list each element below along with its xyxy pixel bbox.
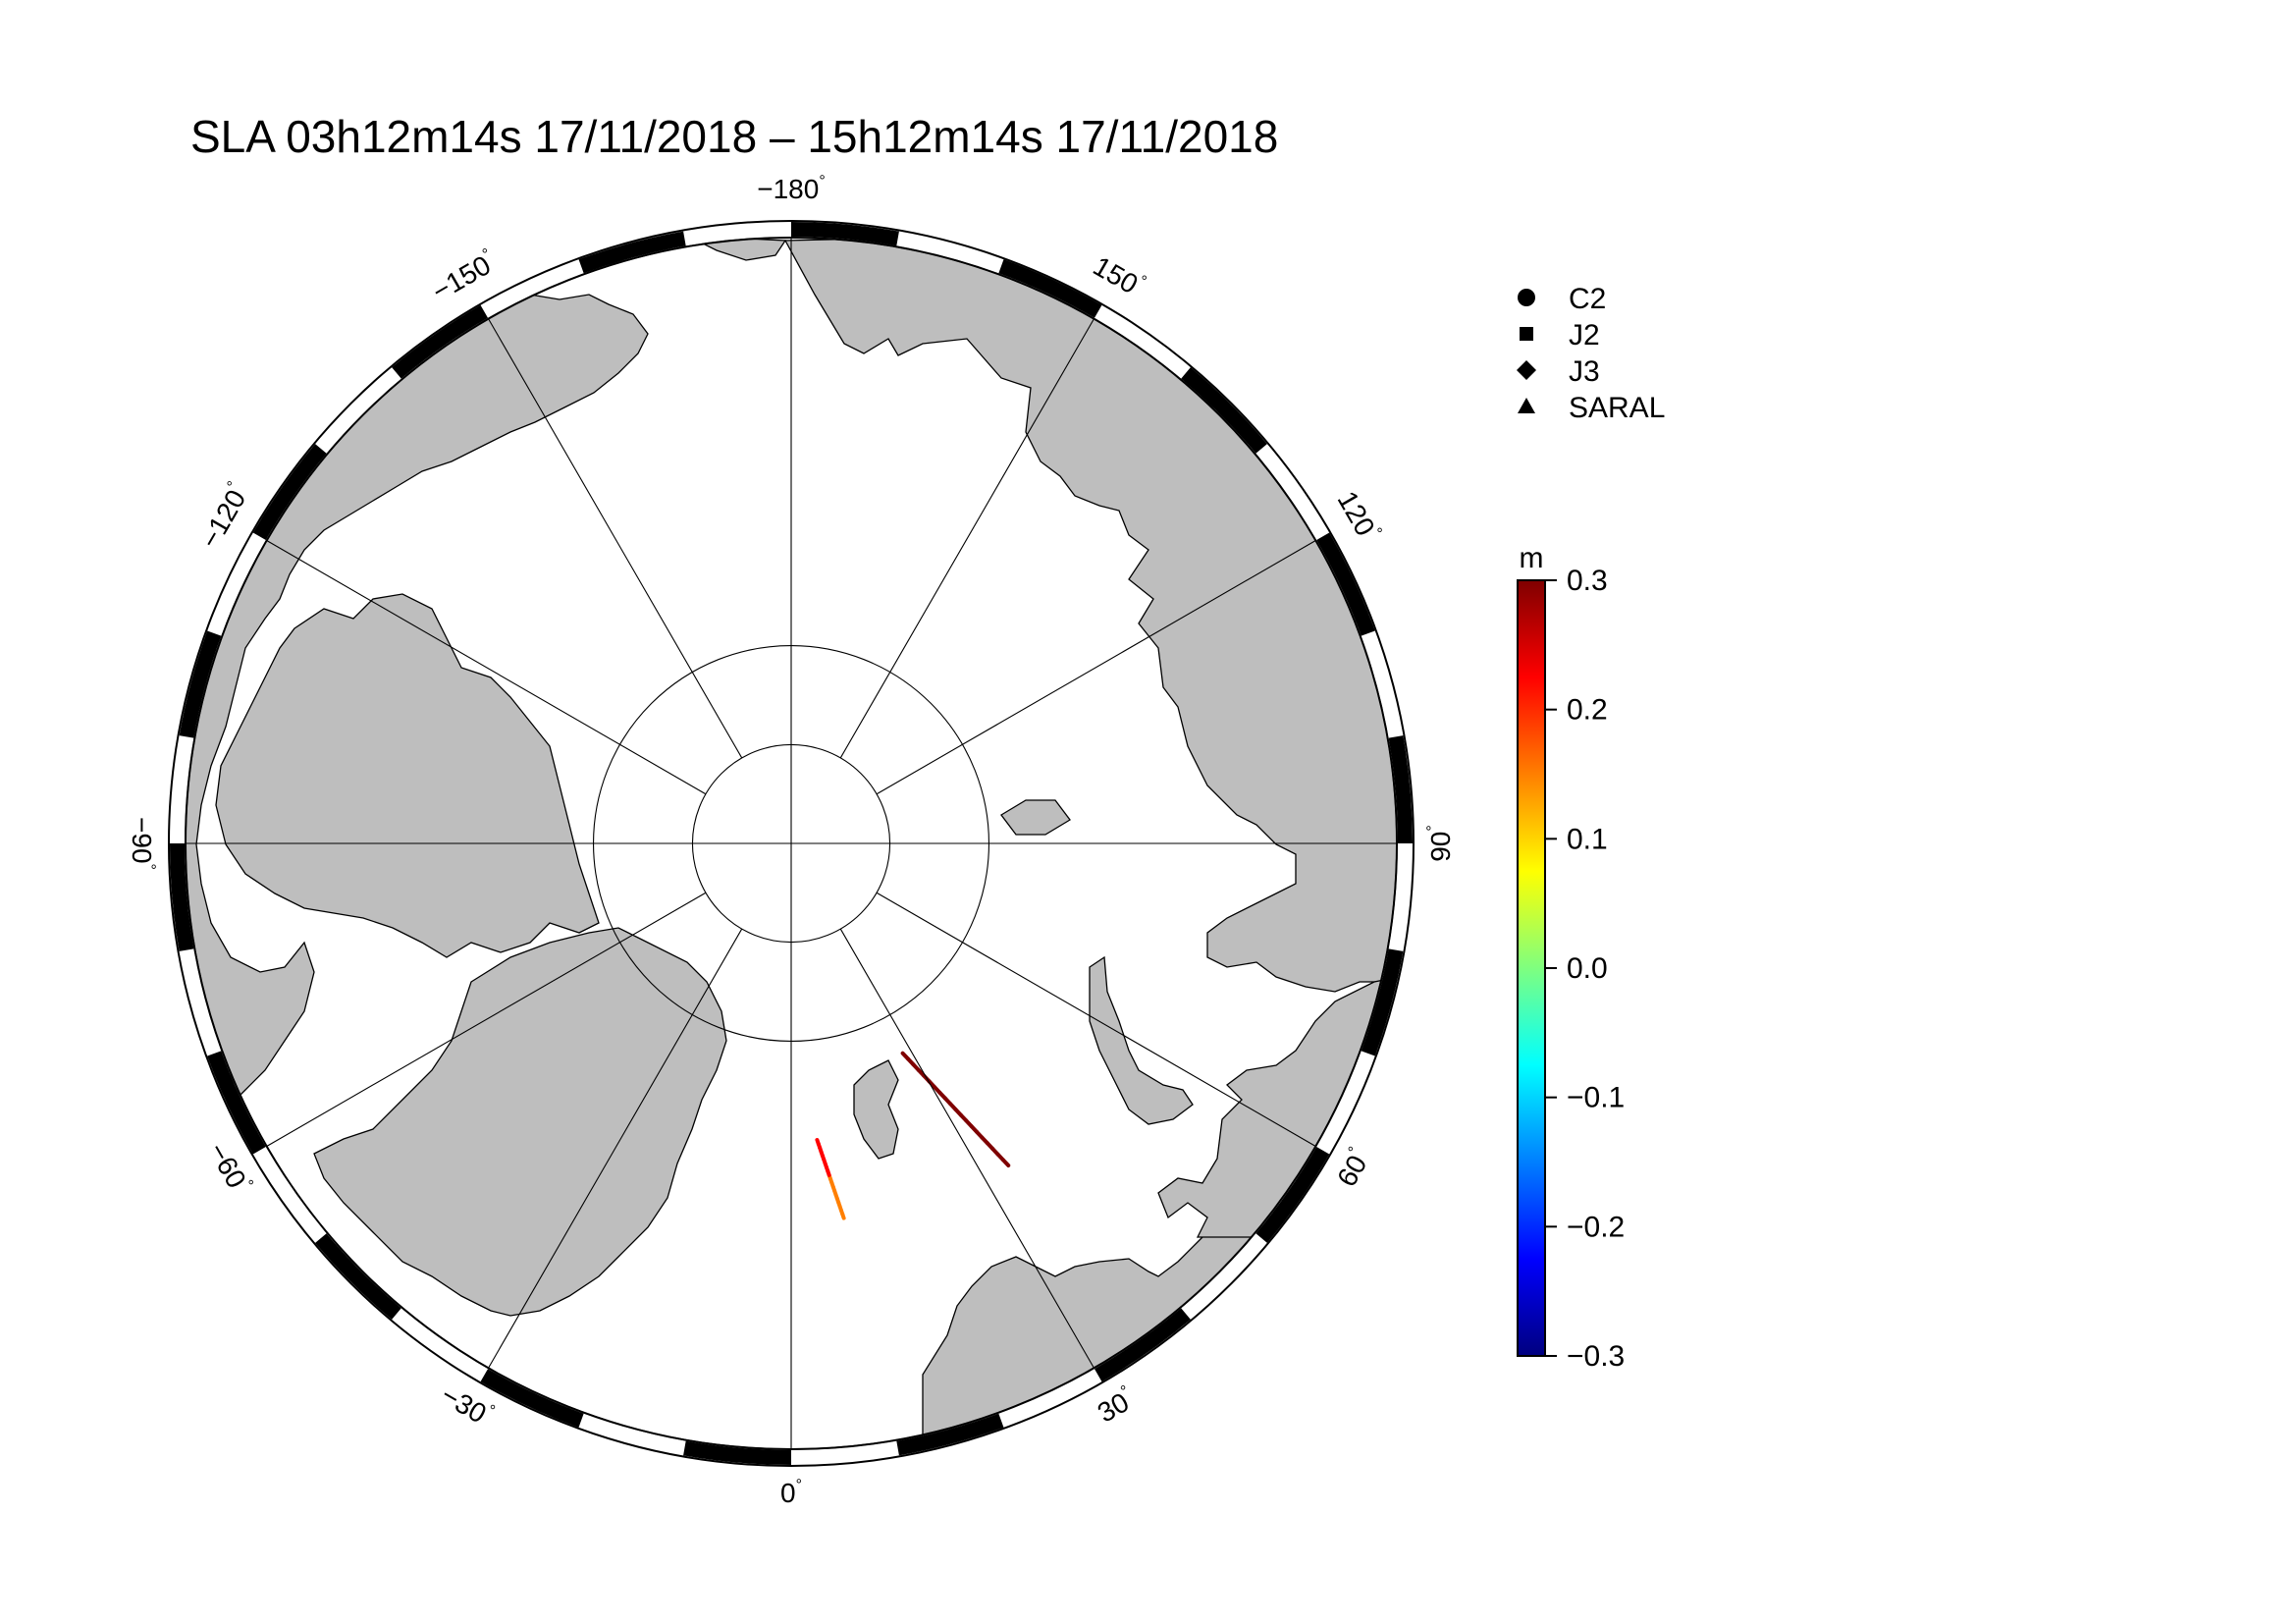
frame-segment: [1388, 735, 1413, 844]
meridian-label: −90°: [127, 817, 158, 870]
frame-segment: [1316, 532, 1375, 636]
meridian-line: [839, 928, 1095, 1369]
meridian-label-value: −90: [127, 817, 157, 864]
degree-symbol: °: [1424, 825, 1441, 831]
degree-symbol: °: [796, 1477, 802, 1493]
colorbar-tick-label: 0.1: [1567, 823, 1608, 855]
colorbar-ticks: 0.3 0.2 0.1 0.0 −0.1 −0.2 −0.3: [1545, 565, 1625, 1373]
frame-segment: [179, 630, 222, 738]
sla-track-segment: [900, 1051, 911, 1061]
meridian-label-value: −30: [436, 1380, 492, 1430]
frame-segment: [1361, 948, 1404, 1056]
frame-segment: [1094, 1308, 1191, 1382]
meridian-line: [488, 318, 743, 759]
legend-label: J3: [1569, 355, 1600, 388]
frame-segment: [480, 1369, 584, 1428]
latitude-circle: [592, 644, 990, 1043]
meridian-line: [839, 318, 1095, 759]
frame-segment: [1181, 367, 1267, 454]
colorbar-tick-label: −0.1: [1567, 1082, 1625, 1114]
land-svalbard: [853, 1059, 899, 1160]
meridian-label-value: 150: [1088, 250, 1143, 299]
meridian-label: 120°: [1331, 486, 1384, 547]
colorbar-tick-label: 0.2: [1567, 694, 1608, 727]
frame-segment: [790, 222, 899, 246]
frame-segment: [1255, 1146, 1330, 1243]
sla-colorbar: m 0.3 0.2 0.1 0.0 −0.1 −0.2 −0.3: [1517, 542, 1625, 1373]
square-marker-icon: [1520, 327, 1533, 341]
meridian-label-value: 90: [1425, 832, 1456, 862]
meridian-line: [876, 892, 1316, 1147]
colorbar-unit: m: [1520, 542, 1544, 574]
frame-segment: [683, 1440, 792, 1465]
diamond-marker-icon: [1517, 360, 1536, 380]
meridian-label: 0°: [780, 1477, 802, 1508]
meridian-label-value: 0: [780, 1478, 796, 1508]
frame-segment: [252, 444, 327, 541]
frame-segment: [170, 842, 194, 951]
land-greenland: [313, 927, 727, 1317]
sla-tracks: [815, 1051, 1011, 1220]
meridian-label-value: −180: [757, 174, 819, 204]
colorbar-gradient: [1517, 579, 1546, 1357]
legend-label: SARAL: [1569, 392, 1665, 424]
colorbar-tick-label: 0.3: [1567, 565, 1608, 597]
meridian-label: 30°: [1092, 1382, 1140, 1429]
land-franz-josef: [1000, 799, 1071, 836]
meridian-line: [266, 892, 707, 1147]
frame-segment: [896, 1413, 1004, 1456]
latitude-circle: [691, 743, 891, 944]
frame-segment: [578, 231, 686, 274]
colorbar-tick-label: −0.2: [1567, 1211, 1625, 1243]
meridian-line: [876, 540, 1316, 795]
colorbar-tick-label: −0.3: [1567, 1340, 1625, 1373]
map-outer-frame: [168, 220, 1415, 1467]
triangle-marker-icon: [1518, 398, 1535, 413]
map-frame-checkerboard: [170, 222, 1413, 1465]
graticule: [186, 238, 1397, 1449]
meridian-label: 90°: [1424, 825, 1456, 862]
degree-symbol: °: [819, 173, 825, 189]
meridian-line: [266, 540, 707, 795]
degree-symbol: °: [141, 864, 158, 870]
circle-marker-icon: [1518, 289, 1535, 306]
frame-segment: [315, 1233, 401, 1320]
colorbar-tick-label: 0.0: [1567, 952, 1608, 985]
frame-inner-edge: [185, 237, 1398, 1450]
legend-label: J2: [1569, 319, 1600, 352]
land-canadian-archipelago: [215, 593, 600, 958]
frame-segment: [998, 259, 1102, 318]
map-disk: −180°−150°−120°−90°−60°−30°0°30°60°90°12…: [127, 173, 1457, 1508]
map-title: SLA 03h12m14s 17/11/2018 – 15h12m14s 17/…: [190, 111, 1278, 162]
meridian-label-value: −120: [194, 485, 251, 554]
meridian-line: [488, 928, 743, 1369]
meridian-label-value: 60: [1331, 1150, 1372, 1191]
meridian-label: −180°: [757, 173, 825, 204]
meridian-label: 60°: [1330, 1144, 1376, 1192]
frame-segment: [392, 304, 489, 379]
land-novaya-zemlya: [1089, 955, 1194, 1125]
meridian-label: 150°: [1088, 249, 1148, 302]
legend-label: C2: [1569, 283, 1606, 315]
sla-track-segment: [815, 1137, 821, 1146]
frame-segment: [207, 1051, 266, 1155]
